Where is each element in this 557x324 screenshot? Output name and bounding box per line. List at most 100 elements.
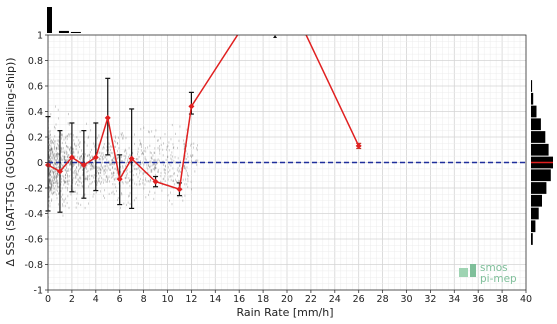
scatter-point xyxy=(70,151,72,154)
scatter-point xyxy=(55,184,57,188)
scatter-point xyxy=(87,175,89,178)
y-tick-label: 0 xyxy=(37,158,43,169)
scatter-point xyxy=(57,152,59,156)
scatter-point xyxy=(121,160,123,163)
scatter-point xyxy=(98,179,99,183)
scatter-point xyxy=(55,166,57,170)
scatter-point xyxy=(149,144,151,147)
logo-line1: smos xyxy=(480,262,508,274)
scatter-point xyxy=(97,178,99,181)
scatter-point xyxy=(104,156,106,159)
scatter-point xyxy=(61,158,63,161)
scatter-point xyxy=(60,131,62,135)
scatter-point xyxy=(157,139,159,142)
scatter-point xyxy=(55,174,57,178)
scatter-point xyxy=(48,156,50,159)
scatter-point xyxy=(49,182,50,185)
scatter-point xyxy=(193,142,195,145)
scatter-point xyxy=(67,153,69,157)
scatter-point xyxy=(114,162,116,165)
scatter-point xyxy=(139,163,141,166)
scatter-point xyxy=(124,176,126,180)
scatter-point xyxy=(76,180,77,184)
scatter-point xyxy=(172,179,174,183)
scatter-point xyxy=(86,177,88,180)
x-tick-label: 14 xyxy=(209,294,221,305)
scatter-point xyxy=(60,195,62,198)
scatter-point xyxy=(48,160,50,163)
scatter-point xyxy=(56,172,58,176)
scatter-point xyxy=(48,167,50,171)
scatter-point xyxy=(58,165,60,169)
scatter-point xyxy=(63,183,65,186)
scatter-point xyxy=(135,157,137,161)
scatter-point xyxy=(87,136,89,140)
scatter-point xyxy=(52,192,54,195)
scatter-point xyxy=(162,178,164,181)
scatter-point xyxy=(49,170,51,173)
scatter-point xyxy=(56,147,58,150)
scatter-point xyxy=(107,178,108,181)
scatter-point xyxy=(56,175,58,179)
scatter-point xyxy=(115,140,117,143)
scatter-point xyxy=(67,146,68,149)
scatter-point xyxy=(56,154,58,157)
scatter-point xyxy=(165,158,167,162)
y-axis-label: Δ SSS (SAT-TSG (GOSUD-Sailing-ship)) xyxy=(4,57,17,266)
scatter-point xyxy=(122,182,124,185)
scatter-point xyxy=(173,172,175,176)
scatter-point xyxy=(50,144,52,148)
scatter-point xyxy=(167,155,169,158)
scatter-point xyxy=(51,186,53,189)
scatter-point xyxy=(93,166,95,169)
scatter-point xyxy=(128,146,130,150)
scatter-point xyxy=(134,133,135,136)
scatter-point xyxy=(153,186,154,189)
scatter-point xyxy=(185,169,187,172)
scatter-point xyxy=(56,175,58,178)
scatter-point xyxy=(139,182,141,186)
scatter-point xyxy=(73,139,75,142)
scatter-point xyxy=(89,159,90,162)
scatter-point xyxy=(56,143,58,146)
scatter-point xyxy=(51,188,52,191)
scatter-point xyxy=(125,170,127,173)
scatter-point xyxy=(114,178,116,181)
y-tick-label: 0.4 xyxy=(28,107,43,118)
scatter-point xyxy=(67,174,69,178)
scatter-point xyxy=(65,197,67,200)
scatter-point xyxy=(103,143,105,146)
scatter-point xyxy=(141,143,142,146)
scatter-point xyxy=(84,167,86,170)
scatter-point xyxy=(51,160,52,163)
scatter-point xyxy=(113,171,115,175)
scatter-point xyxy=(152,164,154,167)
scatter-point xyxy=(82,158,83,161)
scatter-point xyxy=(65,159,67,162)
top-hist-bar xyxy=(58,30,69,33)
scatter-point xyxy=(89,177,91,180)
scatter-point xyxy=(49,173,51,176)
scatter-point xyxy=(60,183,62,186)
scatter-point xyxy=(172,155,173,158)
scatter-point xyxy=(49,178,51,181)
scatter-point xyxy=(84,206,86,210)
scatter-point xyxy=(152,154,154,157)
scatter-point xyxy=(64,162,66,165)
scatter-point xyxy=(143,149,145,153)
scatter-point xyxy=(142,172,144,176)
scatter-point xyxy=(61,167,62,170)
scatter-point xyxy=(166,148,167,151)
scatter-point xyxy=(51,169,53,172)
scatter-point xyxy=(50,148,52,151)
scatter-point xyxy=(55,150,57,153)
scatter-point xyxy=(160,174,162,178)
scatter-point xyxy=(65,177,66,180)
scatter-point xyxy=(60,148,62,151)
scatter-point xyxy=(55,169,57,172)
scatter-point xyxy=(48,190,50,193)
right-hist-bar xyxy=(531,105,537,118)
scatter-point xyxy=(103,170,105,173)
scatter-point xyxy=(49,148,51,152)
scatter-point xyxy=(168,163,170,166)
